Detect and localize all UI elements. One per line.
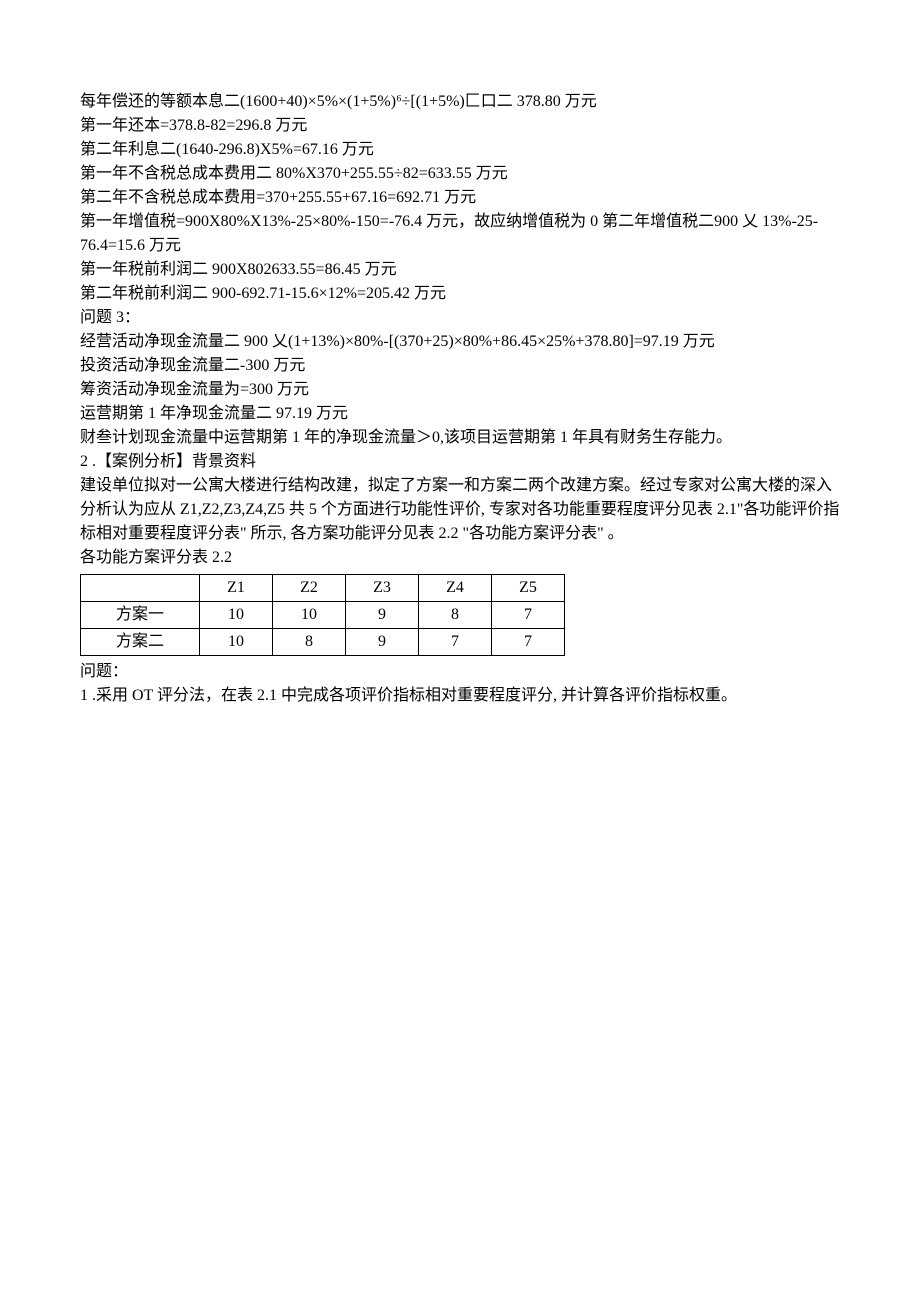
text-line: 各功能方案评分表 2.2 <box>80 546 840 570</box>
table-cell: 7 <box>492 629 565 656</box>
text-line: 财叁计划现金流量中运营期第 1 年的净现金流量＞0,该项目运营期第 1 年具有财… <box>80 426 840 450</box>
text-line: 经营活动净现金流量二 900 乂(1+13%)×80%-[(370+25)×80… <box>80 330 840 354</box>
text-line: 第一年税前利润二 900X802633.55=86.45 万元 <box>80 258 840 282</box>
text-line: 第二年利息二(1640-296.8)X5%=67.16 万元 <box>80 138 840 162</box>
text-line: 第一年增值税=900X80%X13%-25×80%-150=-76.4 万元，故… <box>80 210 840 258</box>
table-row: 方案一 10 10 9 8 7 <box>81 602 565 629</box>
score-table: Z1 Z2 Z3 Z4 Z5 方案一 10 10 9 8 7 方案二 10 8 … <box>80 574 565 656</box>
table-row: Z1 Z2 Z3 Z4 Z5 <box>81 575 565 602</box>
text-line: 第一年不含税总成本费用二 80%X370+255.55÷82=633.55 万元 <box>80 162 840 186</box>
after-table-block: 问题： 1 .采用 OT 评分法，在表 2.1 中完成各项评价指标相对重要程度评… <box>80 660 840 708</box>
table-cell: 10 <box>200 602 273 629</box>
text-line: 投资活动净现金流量二-300 万元 <box>80 354 840 378</box>
document-page: 每年偿还的等额本息二(1600+40)×5%×(1+5%)⁶÷[(1+5%)匚口… <box>0 0 920 748</box>
text-line: 问题 3： <box>80 306 840 330</box>
table-header-cell: Z4 <box>419 575 492 602</box>
table-row: 方案二 10 8 9 7 7 <box>81 629 565 656</box>
table-cell: 方案二 <box>81 629 200 656</box>
table-header-cell: Z1 <box>200 575 273 602</box>
table-cell: 10 <box>273 602 346 629</box>
table-header-cell <box>81 575 200 602</box>
table-cell: 8 <box>273 629 346 656</box>
text-line: 第二年税前利润二 900-692.71-15.6×12%=205.42 万元 <box>80 282 840 306</box>
text-line: 2 .【案例分析】背景资料 <box>80 450 840 474</box>
text-line: 每年偿还的等额本息二(1600+40)×5%×(1+5%)⁶÷[(1+5%)匚口… <box>80 90 840 114</box>
paragraphs-block: 每年偿还的等额本息二(1600+40)×5%×(1+5%)⁶÷[(1+5%)匚口… <box>80 90 840 570</box>
table-cell: 9 <box>346 629 419 656</box>
text-line: 运营期第 1 年净现金流量二 97.19 万元 <box>80 402 840 426</box>
table-cell: 7 <box>419 629 492 656</box>
table-cell: 8 <box>419 602 492 629</box>
text-line: 1 .采用 OT 评分法，在表 2.1 中完成各项评价指标相对重要程度评分, 并… <box>80 684 840 708</box>
table-cell: 9 <box>346 602 419 629</box>
table-cell: 方案一 <box>81 602 200 629</box>
text-line: 第一年还本=378.8-82=296.8 万元 <box>80 114 840 138</box>
table-cell: 7 <box>492 602 565 629</box>
text-line: 筹资活动净现金流量为=300 万元 <box>80 378 840 402</box>
text-line: 问题： <box>80 660 840 684</box>
table-header-cell: Z5 <box>492 575 565 602</box>
table-header-cell: Z2 <box>273 575 346 602</box>
text-line: 建设单位拟对一公寓大楼进行结构改建，拟定了方案一和方案二两个改建方案。经过专家对… <box>80 474 840 546</box>
table-header-cell: Z3 <box>346 575 419 602</box>
text-line: 第二年不含税总成本费用=370+255.55+67.16=692.71 万元 <box>80 186 840 210</box>
table-cell: 10 <box>200 629 273 656</box>
